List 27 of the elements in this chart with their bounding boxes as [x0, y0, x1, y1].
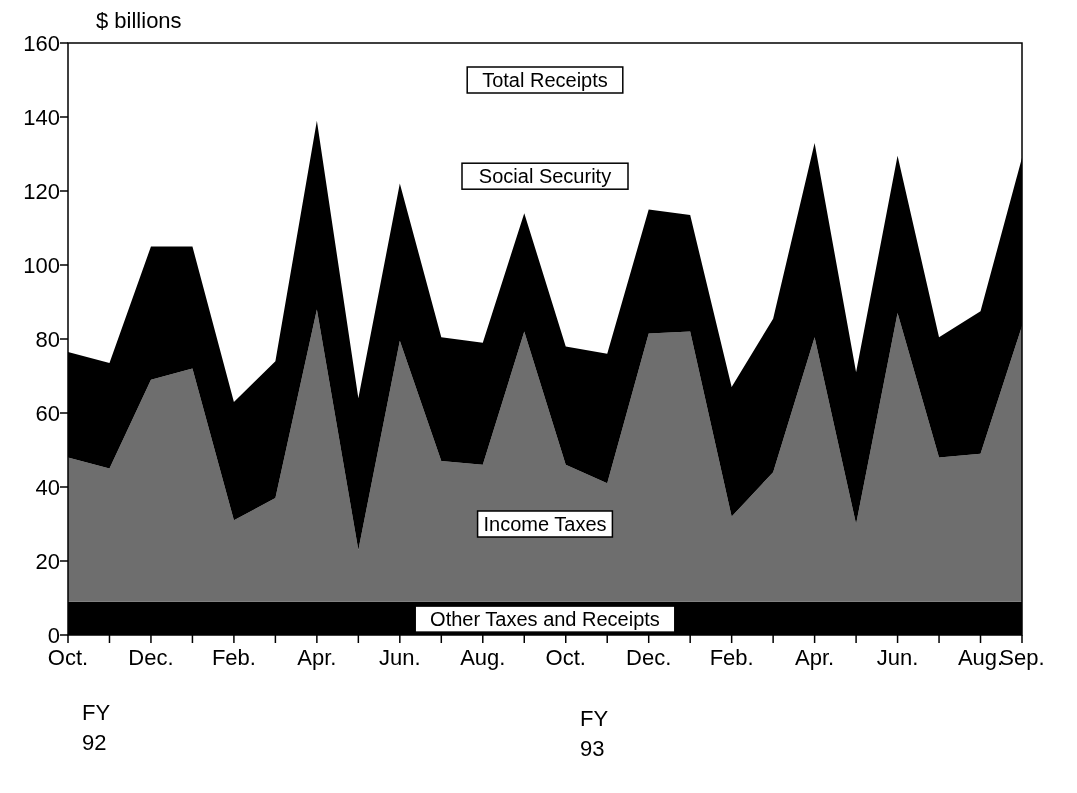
x-tick-label: Dec. — [128, 645, 174, 670]
x-tick-label: Oct. — [545, 645, 586, 670]
y-tick-label: 160 — [23, 31, 60, 56]
annotation: Total Receipts — [482, 69, 608, 91]
x-tick-label: Jun. — [876, 645, 919, 670]
x-tick-label: Oct. — [47, 645, 89, 670]
x-tick-label: Apr. — [297, 645, 337, 670]
text: FY 93 — [580, 706, 609, 761]
x-tick-label: Apr. — [795, 645, 835, 670]
x-tick-label: Aug. — [460, 645, 506, 670]
y-tick-label: 20 — [35, 549, 60, 574]
y-tick-label: 120 — [23, 179, 60, 204]
y-tick-label: 80 — [35, 327, 60, 352]
y-tick-label: 60 — [35, 401, 60, 426]
y-tick-label: 40 — [35, 475, 60, 500]
x-tick-label: Dec. — [626, 645, 672, 670]
y-tick-label: 140 — [23, 105, 60, 130]
series-label: Other Taxes and Receipts — [430, 608, 660, 631]
y-axis-title: $ billions — [96, 8, 182, 33]
x-tick-label: Feb. — [709, 645, 754, 670]
y-tick-label: 0 — [47, 623, 60, 648]
series-label: Income Taxes — [483, 513, 607, 535]
x-tick-label: Feb. — [211, 645, 256, 670]
text: Social Security — [478, 165, 612, 188]
text: FY 92 — [82, 700, 111, 755]
y-tick-label: 100 — [23, 253, 60, 278]
x-tick-label: Jun. — [379, 645, 421, 670]
